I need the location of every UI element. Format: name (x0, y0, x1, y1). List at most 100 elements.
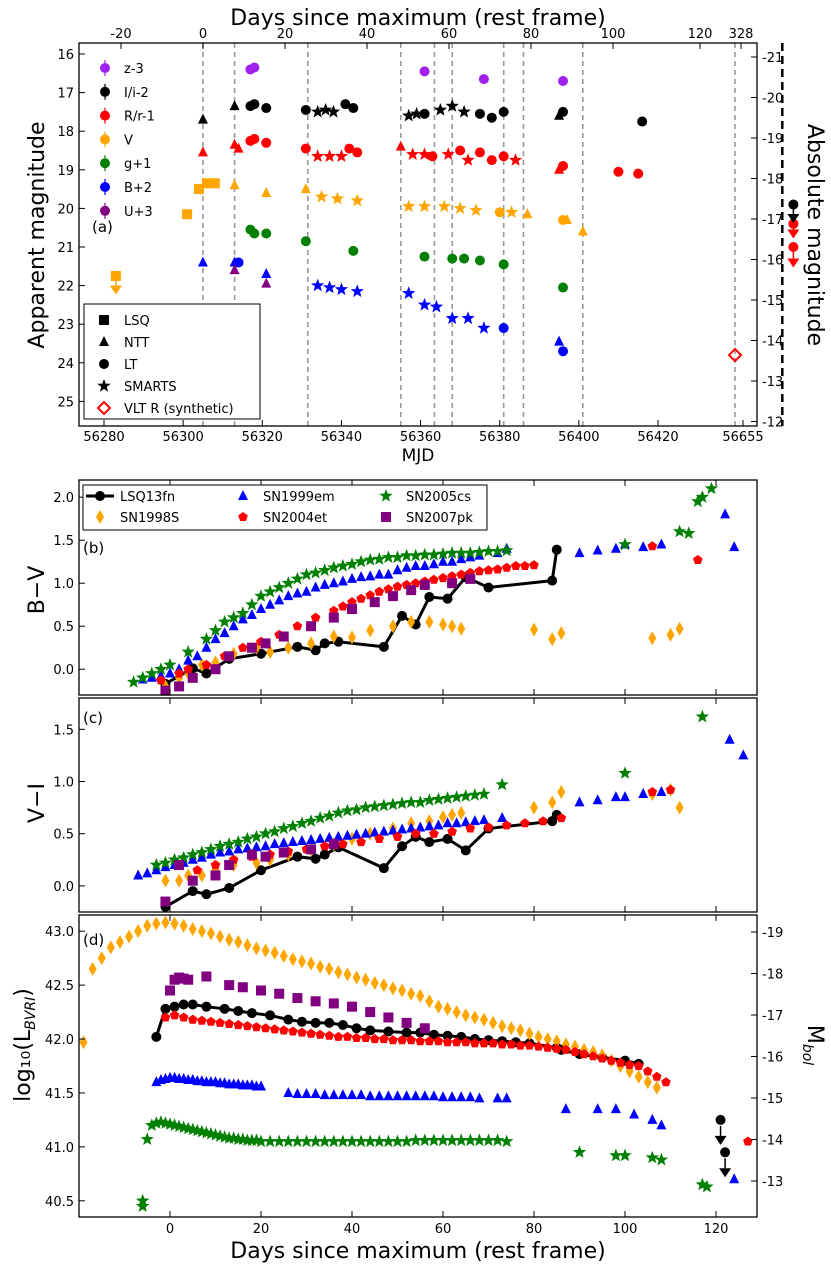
panel-b-point-sn1999em-31 (419, 560, 430, 570)
panel-c-point-sn1999em-17 (287, 836, 298, 847)
panel-d-point-sn2004et-8 (233, 1020, 243, 1030)
panel-c-point-sn1999em-32 (424, 820, 435, 831)
panel-d-line-lsq13fn (154, 1003, 639, 1066)
panel-d-point-sn1999em-54 (729, 1173, 740, 1184)
panel-c-point-sn1999em-22 (333, 830, 344, 841)
panel-d-point-sn1999em-27 (310, 1088, 321, 1099)
panel-d-point-sn2005cs-29 (290, 1134, 305, 1148)
panel-d-y-label-main: log₁₀(L (11, 1029, 36, 1102)
panel-a-y-tick-label-3: 19 (57, 164, 74, 179)
panel-d-point-sn2004et-52 (633, 1061, 644, 1070)
panel-d-point-sn2004et-51 (624, 1059, 635, 1069)
panel-b-point-sn1999em-40 (574, 547, 585, 558)
panel-d-point-sn1999em-51 (629, 1108, 640, 1119)
panel-c-point-sn2005cs-31 (431, 792, 446, 805)
panel-d-point-sn1998s-35 (398, 983, 407, 998)
panel-d-point-lsq13fn-10 (283, 1014, 294, 1025)
panel-b-point-sn2004et-9 (310, 612, 321, 622)
panel-a-upper-limit-1 (787, 229, 800, 239)
panel-a-point-b2-9 (417, 297, 432, 311)
panel-c-point-sn1999em-39 (497, 812, 508, 823)
panel-a-point-ii2-17 (474, 108, 485, 119)
panel-d-point-sn2004et-20 (342, 1031, 353, 1041)
panel-c-point-sn2005cs-19 (322, 809, 336, 822)
panel-b-frame (78, 479, 758, 696)
panel-d-y2-tick-label-5: -14 (762, 1134, 783, 1149)
panel-d-point-sn2004et-25 (388, 1035, 398, 1045)
panel-c-point-sn1999em-36 (460, 816, 471, 827)
panel-b-point-sn1999em-35 (456, 553, 467, 564)
panel-c-line-lsq13fn (164, 814, 559, 909)
panel-c-point-lsq13fn-6 (310, 853, 321, 864)
panel-c-point-sn1999em-23 (342, 829, 353, 840)
panel-a-y2-tick-label-8: -13 (762, 375, 783, 390)
panel-c-point-sn2004et-21 (647, 787, 658, 796)
panel-d-point-sn2005cs-45 (436, 1133, 450, 1147)
legend-source-label-4: VLT R (synthetic) (124, 402, 234, 417)
panel-c-point-sn2005cs-16 (295, 816, 309, 829)
panel-c-point-sn2005cs-32 (440, 791, 455, 804)
panel-b-point-sn1999em-27 (383, 568, 394, 579)
panel-a-x-tick-label-1: 56300 (162, 430, 203, 445)
panel-b-point-sn2007pk-0 (160, 685, 171, 696)
panel-d-point-sn1999em-23 (256, 1080, 266, 1091)
panel-d-point-sn1998s-46 (498, 1019, 507, 1034)
panel-d-point-sn1999em-36 (392, 1090, 403, 1101)
panel-b-point-sn2005cs-23 (354, 554, 368, 568)
panel-c-point-sn2005cs-10 (240, 831, 254, 845)
panel-d-point-sn1999em-35 (383, 1090, 394, 1101)
panel-d-point-sn2004et-37 (497, 1039, 507, 1049)
panel-d-y2-tick-label-3: -16 (762, 1051, 783, 1066)
panel-a-axes: 56280 56300 56320 56340 56360 56380 56400 56420… (57, 27, 783, 445)
panel-d-point-sn1999em-52 (647, 1113, 658, 1124)
panel-d-point-lsq13fn-18 (401, 1027, 412, 1038)
panel-a-point-ii2-19 (498, 106, 509, 117)
panel-a-point-ii2-21 (558, 106, 569, 117)
panel-c-point-sn1998s-1 (175, 873, 184, 888)
panel-d-point-sn1999em-31 (347, 1089, 357, 1100)
panel-a-point-rr1-12 (395, 140, 406, 151)
panel-c-point-sn1999em-10 (224, 845, 235, 856)
panel-d-y-axis-label: log₁₀(LBVRI) (11, 988, 39, 1102)
legend-source-marker-3 (97, 379, 111, 392)
panel-d-point-sn2007pk-17 (419, 1023, 430, 1034)
panel-c-point-sn1998s-19 (530, 800, 538, 815)
panel-b-point-sn2007pk-7 (278, 631, 289, 642)
panel-c-y-axis-label: V−I (25, 783, 50, 823)
panel-c-point-sn1998s-16 (439, 810, 447, 825)
panel-c-point-lsq13fn-12 (424, 837, 435, 848)
panel-d-point-sn1998s-40 (443, 1001, 452, 1016)
panel-a-point-b2-14 (498, 323, 509, 334)
panel-b-y-tick-label-1: 0.5 (53, 620, 74, 635)
panel-a-point-rr1-2 (233, 142, 244, 153)
panel-c-point-sn1999em-46 (724, 733, 735, 744)
panel-d-point-sn2005cs-47 (454, 1133, 468, 1147)
panel-b-point-sn1999em-5 (183, 654, 194, 665)
panel-b-legend-marker-1 (96, 510, 104, 524)
panel-d-point-sn2004et-54 (652, 1071, 662, 1081)
panel-d-point-lsq13fn-12 (310, 1017, 321, 1028)
panel-d-point-sn2005cs-40 (390, 1134, 405, 1148)
panel-c-point-sn1999em-28 (387, 824, 398, 835)
panel-b-legend: LSQ13fn SN1998S SN1999em SN2004et SN2005cs SN… (82, 484, 488, 531)
panel-b-point-sn2004et-10 (329, 605, 339, 615)
panel-d-point-sn2004et-29 (424, 1036, 435, 1046)
panel-b-label: (b) (83, 539, 104, 557)
panel-d-point-sn2004et-36 (488, 1038, 498, 1048)
panel-d-x-tick-label-6: 120 (704, 1222, 729, 1237)
panel-d-point-sn1998s-1 (88, 961, 97, 976)
panel-d-point-sn2005cs-33 (327, 1134, 341, 1148)
panel-d-point-sn1999em-50 (610, 1103, 621, 1114)
panel-b-point-sn1999em-16 (283, 590, 294, 601)
panel-a-point-b2-15 (554, 335, 565, 346)
panel-d-point-sn1998s-20 (261, 943, 270, 958)
panel-c-point-sn1999em-9 (215, 846, 226, 857)
panel-c-point-sn2005cs-20 (331, 805, 345, 819)
panel-b-point-sn1999em-1 (146, 671, 157, 682)
panel-b-point-sn2005cs-19 (318, 563, 332, 576)
panel-a-point-v-21 (577, 225, 588, 236)
panel-c-point-sn2004et-14 (447, 826, 457, 836)
panel-d-point-sn1998s-18 (243, 938, 252, 953)
panel-d-point-sn1999em-41 (438, 1091, 448, 1102)
panel-c-point-sn2005cs-23 (359, 800, 373, 814)
